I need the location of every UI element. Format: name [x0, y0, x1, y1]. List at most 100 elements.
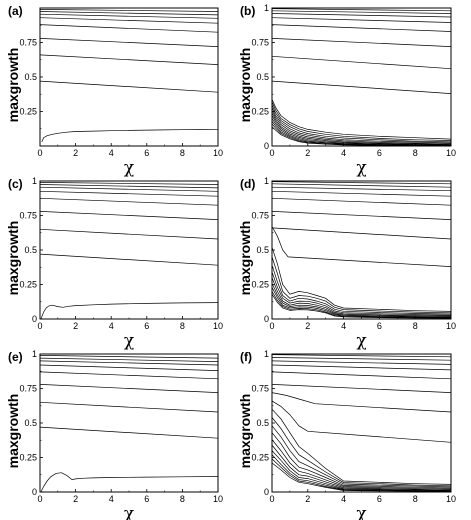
series-line-5: [271, 371, 452, 380]
plot-frame: [271, 7, 452, 147]
series-line-11: [271, 425, 452, 488]
x-axis-label: χ: [124, 331, 134, 351]
y-tick-label: 0.75: [19, 384, 37, 394]
panel-c: 0 2 4 6 8 10 0 0.25 0.5 0.75 1 (c) maxgrowth χ: [5, 176, 223, 351]
series-line-12: [271, 107, 452, 144]
y-tick-label: 0.75: [251, 211, 269, 221]
series-line-7: [39, 401, 219, 413]
y-tick-label: 0.5: [256, 72, 269, 82]
panel-label: (f): [240, 350, 252, 364]
y-tick-label: 0.25: [19, 280, 37, 290]
y-tick-label: 1: [32, 176, 37, 186]
series-line-2: [271, 357, 452, 361]
x-tick-label: 10: [213, 148, 223, 158]
series-line-8: [271, 400, 452, 443]
x-tick-label: 2: [305, 321, 310, 331]
y-tick-label: 0: [32, 487, 37, 497]
x-tick-label: 0: [37, 148, 42, 158]
series-line-5: [39, 197, 219, 206]
y-tick-label: 0: [32, 314, 37, 324]
y-axis-label: maxgrowth: [237, 48, 253, 123]
series-line-6: [39, 384, 219, 393]
series-line-7: [39, 228, 219, 240]
x-tick-label: 10: [213, 321, 223, 331]
series-line-4: [271, 190, 452, 197]
x-axis-label: χ: [124, 158, 134, 178]
series-line-15: [271, 115, 452, 146]
series-line-9: [271, 98, 452, 140]
x-axis-label: χ: [356, 504, 366, 520]
series-line-10: [271, 256, 452, 314]
series-line-1: [271, 181, 452, 185]
y-tick-label: 0.25: [251, 453, 269, 463]
x-tick-label: 4: [341, 494, 346, 504]
x-tick-label: 2: [73, 494, 78, 504]
series-line-3: [271, 186, 452, 192]
y-tick-label: 0.5: [24, 418, 37, 428]
x-tick-label: 2: [73, 321, 78, 331]
series-line-2: [39, 11, 219, 16]
series-line-9: [40, 472, 219, 493]
series-line-13: [271, 277, 452, 317]
series-line-16: [271, 454, 452, 492]
y-tick-label: 0.25: [19, 453, 37, 463]
panel-label: (d): [240, 177, 255, 191]
y-tick-label: 0.75: [251, 384, 269, 394]
y-tick-label: 0.5: [24, 245, 37, 255]
x-tick-label: 0: [269, 321, 274, 331]
series-line-4: [39, 17, 219, 24]
y-tick-label: 0.75: [19, 38, 37, 48]
panel-label: (b): [240, 4, 255, 18]
panel-f: 0 2 4 6 8 10 0 0.25 0.5 0.75 1 (f) maxgrowth χ: [237, 349, 456, 520]
y-tick-label: 1: [264, 3, 269, 13]
series-line-1: [39, 9, 219, 12]
series-line-8: [39, 80, 219, 93]
panel-label: (c): [8, 177, 23, 191]
x-tick-label: 8: [413, 321, 418, 331]
series-line-1: [271, 354, 452, 358]
x-tick-label: 4: [109, 321, 114, 331]
series-line-13: [271, 109, 452, 145]
series-line-17: [271, 294, 452, 319]
y-tick-label: 0: [264, 141, 269, 151]
series-line-10: [271, 101, 452, 141]
x-axis-label: χ: [356, 331, 366, 351]
x-tick-label: 8: [180, 494, 185, 504]
x-tick-label: 10: [446, 321, 456, 331]
series-line-3: [39, 360, 219, 366]
x-tick-label: 10: [446, 148, 456, 158]
x-tick-label: 8: [413, 148, 418, 158]
x-tick-label: 0: [37, 494, 42, 504]
series-line-5: [271, 197, 452, 206]
series-line-1: [39, 182, 219, 185]
series-line-11: [271, 104, 452, 143]
y-tick-label: 0.25: [251, 280, 269, 290]
x-tick-label: 4: [109, 148, 114, 158]
x-tick-label: 6: [144, 148, 149, 158]
series-line-2: [271, 10, 452, 14]
y-tick-label: 1: [264, 176, 269, 186]
x-tick-label: 6: [144, 321, 149, 331]
series-line-2: [271, 183, 452, 188]
series-line-6: [271, 211, 452, 220]
series-line-10: [271, 417, 452, 487]
series-line-6: [39, 211, 219, 220]
series-line-15: [271, 450, 452, 491]
panel-label: (e): [8, 350, 23, 364]
series-line-1: [39, 355, 219, 359]
series-line-11: [271, 265, 452, 315]
panel-d: 0 2 4 6 8 10 0 0.25 0.5 0.75 1 (d) maxgrowth χ: [237, 176, 456, 351]
y-axis-label: maxgrowth: [237, 221, 253, 296]
series-line-14: [271, 444, 452, 491]
series-line-12: [271, 271, 452, 316]
series-line-7: [271, 392, 452, 413]
y-tick-label: 1: [32, 349, 37, 359]
series-line-14: [271, 282, 452, 318]
y-tick-label: 0.75: [251, 38, 269, 48]
series-line-3: [39, 186, 219, 192]
series-line-2: [39, 184, 219, 189]
y-axis-label: maxgrowth: [5, 221, 21, 296]
series-line-15: [271, 287, 452, 318]
series-line-19: [271, 126, 452, 147]
